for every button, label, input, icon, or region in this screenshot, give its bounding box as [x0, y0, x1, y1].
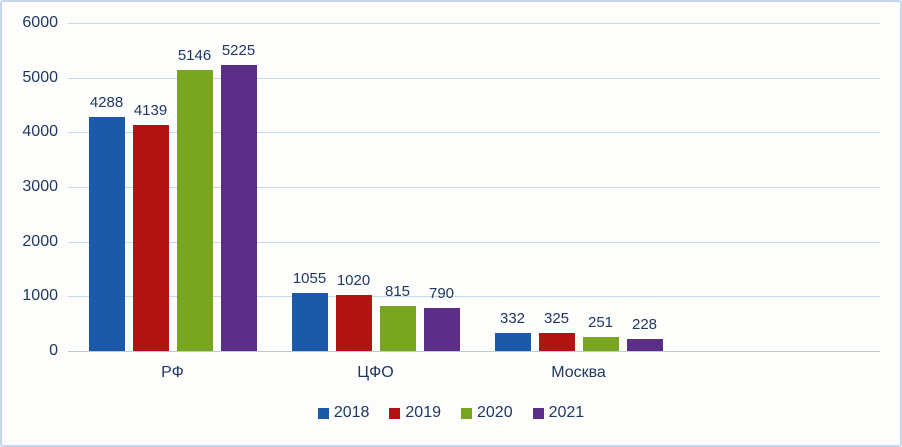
bar-value-label: 4139: [133, 102, 168, 119]
legend-label: 2019: [405, 404, 441, 421]
legend-item-2018: 2018: [317, 404, 370, 422]
bar-2018: [88, 117, 125, 351]
bar-2021: [220, 65, 257, 351]
gridline: [68, 241, 880, 243]
y-axis-tick-label: 2000: [22, 232, 58, 250]
bar-2020: [379, 306, 416, 351]
bar-value-label: 5225: [221, 42, 256, 59]
bar-2021: [626, 339, 663, 351]
gridline: [68, 23, 880, 24]
y-axis-tick-label: 4000: [22, 123, 58, 141]
gridline: [68, 132, 880, 134]
bar-2019: [132, 125, 169, 351]
x-axis-line: [68, 351, 880, 352]
bar-2021: [423, 308, 460, 351]
category-label: ЦФО: [357, 364, 394, 381]
bar-2018: [494, 333, 531, 351]
bar-value-label: 1055: [292, 270, 327, 287]
legend-label: 2020: [477, 404, 513, 421]
legend-swatch-icon: [317, 407, 329, 419]
gridline: [68, 296, 880, 298]
legend-swatch-icon: [389, 407, 401, 419]
bar-2019: [335, 295, 372, 351]
legend-item-2021: 2021: [532, 404, 585, 422]
bar-value-label: 1020: [336, 272, 371, 289]
bar-value-label: 790: [428, 285, 455, 302]
y-axis-tick-label: 3000: [22, 178, 58, 195]
bar-value-label: 5146: [177, 47, 212, 64]
category-label: Москва: [551, 364, 606, 381]
bar-value-label: 4288: [89, 94, 124, 111]
bar-value-label: 251: [587, 314, 614, 331]
gridline: [68, 77, 880, 79]
bar-value-label: 325: [543, 310, 570, 327]
y-axis-tick-label: 0: [49, 342, 58, 359]
bar-2020: [176, 70, 213, 351]
legend-item-2020: 2020: [461, 404, 513, 422]
category-label: РФ: [161, 364, 184, 381]
y-axis-tick-label: 5000: [22, 68, 58, 86]
bar-2018: [291, 293, 328, 351]
y-axis-tick-label: 1000: [22, 287, 58, 305]
gridline: [68, 187, 880, 188]
legend-label: 2021: [548, 404, 585, 421]
legend: 2018 2019 2020 2021: [2, 404, 900, 422]
legend-swatch-icon: [461, 407, 472, 419]
bar-value-label: 228: [631, 316, 658, 333]
legend-item-2019: 2019: [389, 404, 441, 422]
bar-value-label: 815: [384, 283, 411, 300]
bar-value-label: 332: [499, 310, 526, 327]
bar-2020: [582, 337, 619, 351]
legend-swatch-icon: [532, 407, 544, 419]
y-axis-tick-label: 6000: [22, 14, 58, 31]
bar-2019: [538, 333, 575, 351]
legend-label: 2018: [333, 404, 370, 421]
